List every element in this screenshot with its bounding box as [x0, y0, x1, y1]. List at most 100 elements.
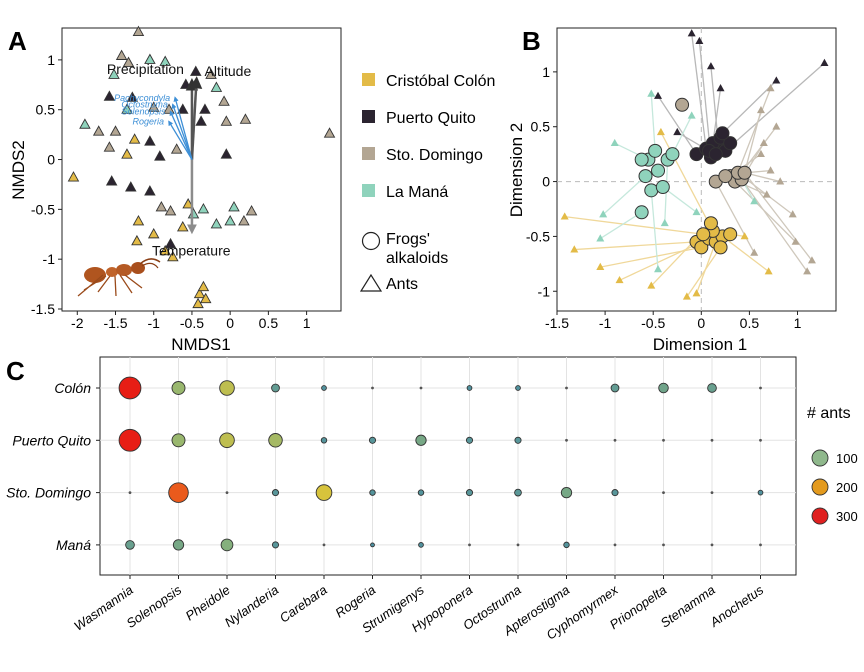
nmds-ant-point [197, 203, 210, 214]
dimension-ant-point [682, 292, 691, 300]
nmds-vector-arrow [189, 76, 203, 160]
nmds-vector-label: Rogeria [132, 117, 164, 127]
nmds-ant-point [164, 205, 177, 216]
bubble-mark [320, 437, 328, 444]
legend-circle-icon [361, 231, 381, 251]
dimension-frog-point [675, 97, 690, 112]
dimension-zero-lines [557, 28, 836, 311]
nmds-ant-point [132, 25, 145, 37]
legend-site-label: Cristóbal Colón [386, 73, 495, 90]
dimension-plot-frame [556, 27, 837, 312]
nmds-ant-point [159, 55, 171, 66]
nmds-vector-arrow [173, 96, 193, 160]
dimension-plot: -1.5 -1 -0.5 0 0.5 1 1 0.5 0 -0.5 -1 Dimension 1 D… [507, 27, 837, 354]
bubble-mark [315, 484, 333, 501]
nmds-vectors: Precipitation Altitude Temperature Pachycon… [107, 61, 252, 258]
dimension-ant-point [692, 207, 701, 216]
bubble-mark [514, 488, 522, 497]
dimension-ant-point [750, 196, 759, 205]
dimension-ant-point [692, 289, 701, 297]
nmds-xtick-label: 1 [303, 315, 311, 331]
bubble-row-label: Colón [54, 380, 91, 396]
dimension-ant-point [654, 91, 663, 99]
bubble-mark [465, 489, 474, 497]
bubble-mark [369, 489, 376, 496]
nmds-ant-point [122, 56, 135, 67]
dimension-link-line [600, 246, 702, 268]
nmds-ytick-label: 1 [47, 52, 55, 68]
bubble-mark [417, 489, 425, 496]
nmds-ant-point [147, 227, 160, 239]
nmds-ant-point [192, 297, 204, 309]
dimension-frog-point [644, 183, 659, 198]
dimension-frog-point [723, 136, 738, 151]
nmds-ant-point [164, 237, 177, 249]
dimension-frog-points [634, 97, 752, 255]
nmds-ylabel: NMDS2 [9, 140, 28, 200]
legend-triangle-icon [359, 273, 383, 292]
dimension-ant-point [803, 267, 812, 275]
nmds-ant-point [159, 244, 171, 256]
bubble-mark [321, 385, 327, 391]
dimension-ant-point [660, 218, 669, 227]
nmds-ant-point [105, 175, 118, 186]
bubble-mark [271, 489, 280, 497]
nmds-ant-point [132, 214, 145, 226]
dimension-link-line [691, 33, 707, 149]
dimension-ant-point [776, 177, 785, 185]
legend-frogs-label: alkaloids [386, 250, 448, 267]
nmds-ant-point [218, 95, 230, 106]
nmds-ant-point [103, 141, 116, 152]
bubble-plot-frame [99, 356, 797, 576]
bubble-mark [514, 436, 522, 444]
nmds-xtick-label: 0.5 [259, 315, 279, 331]
legend-site-label: La Maná [386, 184, 448, 201]
legend-site-label: Puerto Quito [386, 110, 476, 127]
bubble-mark [611, 489, 619, 497]
nmds-ant-point [224, 214, 236, 226]
nmds-ant-point [180, 78, 192, 89]
count-legend-label: 100 [836, 451, 858, 466]
dimension-link-line [657, 95, 698, 155]
dimension-ytick-label: -1 [538, 283, 551, 299]
nmds-ant-point [195, 115, 207, 126]
bubble-mark [610, 383, 620, 393]
bubble-grid [96, 357, 796, 579]
dimension-frog-point [634, 205, 649, 220]
nmds-ant-point [79, 118, 91, 129]
bubble-mark [662, 491, 665, 494]
bubble-mark [565, 438, 568, 442]
dimension-ant-point [654, 264, 663, 273]
bubble-mark [662, 438, 665, 442]
dimension-ant-point [766, 166, 775, 174]
bubble-mark [560, 486, 573, 499]
dimension-frog-point [696, 227, 711, 242]
bubble-mark [710, 438, 714, 442]
nmds-ant-point [155, 201, 168, 212]
dimension-ant-point [716, 84, 725, 92]
dimension-frog-point [703, 216, 718, 231]
bubble-mark [710, 491, 714, 494]
dimension-xlabel: Dimension 1 [653, 335, 748, 354]
dimension-xtick-label: 0.5 [740, 315, 760, 331]
bubble-mark [613, 438, 617, 442]
dimension-link-line [671, 115, 693, 155]
bubble-mark [415, 434, 427, 446]
nmds-vector-label: Pachycondyla [114, 93, 170, 103]
nmds-ytick-label: -1.5 [31, 301, 55, 317]
bubble-mark [168, 482, 189, 503]
nmds-ant-point [147, 101, 160, 112]
dimension-ytick-label: 1 [542, 64, 550, 80]
bubble-mark [128, 491, 132, 494]
bubble-mark [118, 428, 142, 452]
dimension-axis-ticks: -1.5 -1 -0.5 0 0.5 1 1 0.5 0 -0.5 -1 [526, 64, 802, 331]
legend-ants-label: Ants [386, 276, 418, 293]
dimension-ant-point [656, 127, 665, 136]
dimension-ant-point [759, 138, 768, 147]
nmds-ant-point [177, 103, 189, 114]
nmds-ant-point [92, 125, 105, 136]
dimension-ant-point [647, 281, 656, 289]
bubble-mark [172, 539, 185, 551]
dimension-link-line [650, 93, 656, 151]
bubble-mark [171, 381, 186, 395]
